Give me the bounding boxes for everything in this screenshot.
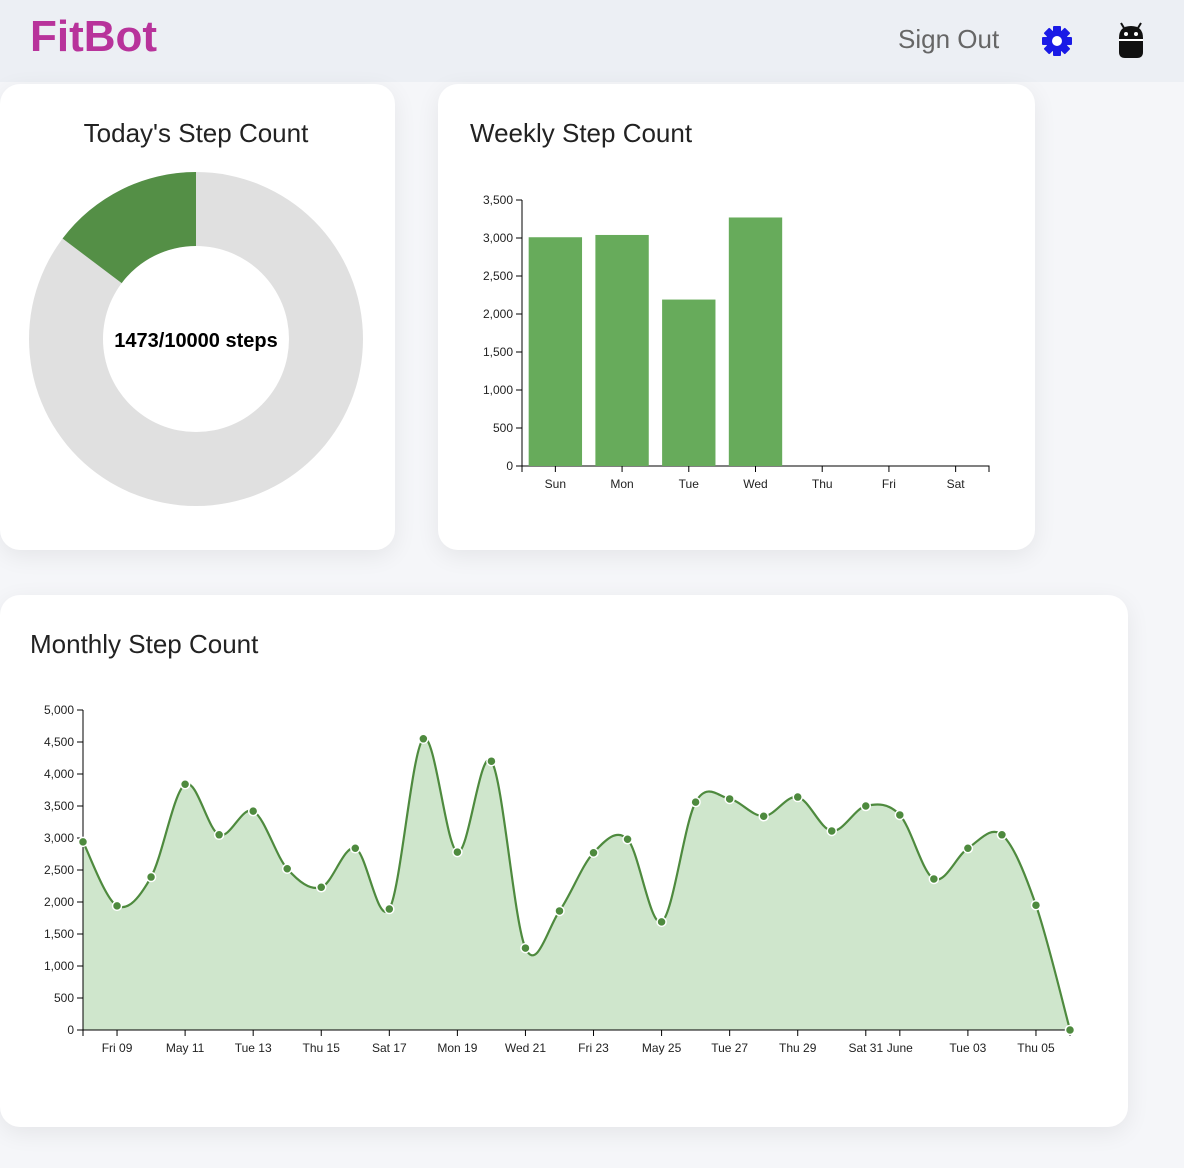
x-tick-label: Thu 29 xyxy=(779,1041,817,1055)
x-tick-label: Mon 19 xyxy=(437,1041,477,1055)
point xyxy=(315,882,327,893)
point xyxy=(622,834,633,845)
point xyxy=(554,905,565,917)
x-tick-label: Sun xyxy=(545,477,566,491)
point xyxy=(281,863,293,874)
point xyxy=(520,942,531,954)
y-tick-label: 1,500 xyxy=(44,927,74,941)
area xyxy=(83,738,1070,1030)
point xyxy=(656,916,667,928)
android-icon[interactable] xyxy=(1116,22,1146,60)
y-tick-label: 1,000 xyxy=(483,383,513,397)
point xyxy=(77,836,89,848)
x-tick-label: June xyxy=(887,1041,913,1055)
brand: FitBot xyxy=(30,12,158,61)
x-tick-label: May 25 xyxy=(642,1041,682,1055)
chart-title: Today's Step Count xyxy=(84,118,309,148)
bar xyxy=(728,217,783,466)
x-tick-label: Sat 17 xyxy=(372,1041,407,1055)
point xyxy=(384,903,395,915)
point xyxy=(247,805,259,817)
point xyxy=(724,793,735,805)
chart-title: Monthly Step Count xyxy=(30,629,259,659)
progress-arc xyxy=(62,172,197,284)
y-tick-label: 0 xyxy=(67,1023,74,1037)
x-tick-label: Sat 31 xyxy=(848,1041,883,1055)
point xyxy=(758,810,769,822)
y-tick-label: 1,500 xyxy=(483,345,513,359)
point xyxy=(179,778,191,790)
y-tick-label: 3,000 xyxy=(483,231,513,245)
y-tick-label: 500 xyxy=(493,421,513,435)
y-tick-label: 2,000 xyxy=(44,895,74,909)
point xyxy=(213,829,225,841)
x-tick-label: Tue 13 xyxy=(235,1041,272,1055)
y-tick-label: 1,000 xyxy=(44,959,74,973)
y-tick-label: 500 xyxy=(54,991,74,1005)
point xyxy=(486,755,497,767)
y-tick-label: 2,000 xyxy=(483,307,513,321)
header: FitBot Sign Out xyxy=(0,0,1184,82)
x-tick-label: Tue 27 xyxy=(711,1041,748,1055)
point xyxy=(860,800,872,812)
x-tick-label: Thu 15 xyxy=(303,1041,341,1055)
x-tick-label: Tue 03 xyxy=(949,1041,986,1055)
y-tick-label: 5,000 xyxy=(44,703,74,717)
x-tick-label: Fri 23 xyxy=(578,1041,609,1055)
point xyxy=(145,871,157,883)
point xyxy=(1064,1024,1076,1036)
y-tick-label: 0 xyxy=(506,459,513,473)
x-tick-label: Thu 05 xyxy=(1017,1041,1055,1055)
y-tick-label: 4,500 xyxy=(44,735,74,749)
x-tick-label: Sat xyxy=(947,477,966,491)
y-tick-label: 2,500 xyxy=(483,269,513,283)
point xyxy=(418,733,429,745)
point xyxy=(588,847,599,858)
y-tick-label: 2,500 xyxy=(44,863,74,877)
point xyxy=(894,809,906,821)
point xyxy=(111,900,123,912)
x-tick-label: Wed xyxy=(743,477,767,491)
y-tick-label: 3,000 xyxy=(44,831,74,845)
x-tick-label: May 11 xyxy=(166,1041,205,1055)
point xyxy=(690,796,701,808)
sign-out[interactable]: Sign Out xyxy=(898,24,1000,54)
point xyxy=(962,842,974,854)
point xyxy=(350,842,361,854)
point xyxy=(792,791,803,803)
x-tick-label: Wed 21 xyxy=(505,1041,546,1055)
chart-title: Weekly Step Count xyxy=(470,118,693,148)
x-tick-label: Fri 09 xyxy=(102,1041,133,1055)
x-tick-label: Mon xyxy=(610,477,633,491)
bar xyxy=(595,234,649,466)
point xyxy=(1030,899,1042,911)
point xyxy=(452,846,463,858)
y-tick-label: 4,000 xyxy=(44,767,74,781)
point xyxy=(996,829,1008,841)
x-axis xyxy=(82,1029,1071,1036)
point xyxy=(826,825,838,837)
y-tick-label: 3,500 xyxy=(483,193,513,207)
bar xyxy=(662,299,716,466)
x-tick-label: Fri xyxy=(882,477,896,491)
point xyxy=(928,873,940,885)
x-tick-label: Thu xyxy=(812,477,833,491)
y-tick-label: 3,500 xyxy=(44,799,74,813)
center-label: 1473/10000 steps xyxy=(114,330,277,352)
bar xyxy=(528,237,583,466)
settings-icon[interactable] xyxy=(1040,24,1074,58)
x-tick-label: Tue xyxy=(679,477,700,491)
